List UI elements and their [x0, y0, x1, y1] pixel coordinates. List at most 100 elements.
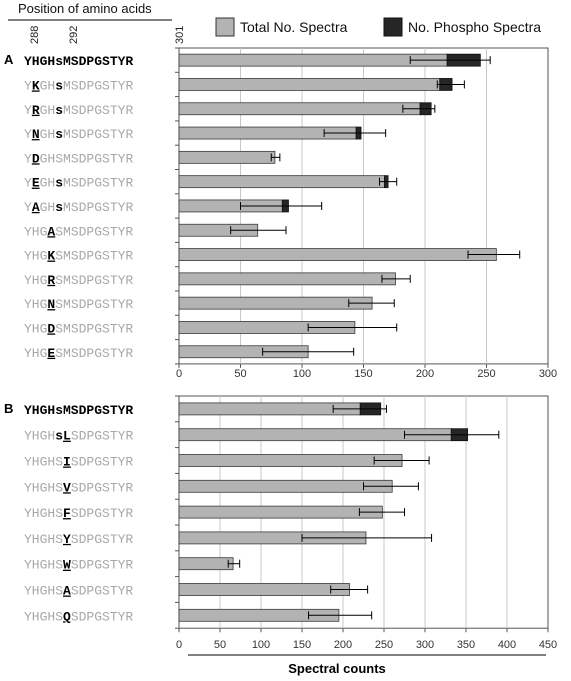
sequence-segment: YHG — [24, 273, 47, 288]
sequence-label: YHGHSWSDPGSTYR — [24, 558, 133, 573]
position-301-label: 301 — [174, 26, 186, 44]
sequence-label: YHGESMSDPGSTYR — [24, 346, 133, 361]
sequence-segment: Y — [24, 127, 32, 142]
sequence-label: YHGNSMSDPGSTYR — [24, 297, 133, 312]
sequence-segment: MSDPGSTYR — [63, 200, 133, 215]
mutated-residue: K — [32, 78, 40, 93]
sequence-label: YHGASMSDPGSTYR — [24, 224, 133, 239]
sequence-segment: GH — [40, 78, 56, 93]
sequence-segment: SDPGSTYR — [71, 609, 134, 624]
mutated-residue: A — [47, 224, 55, 239]
mutated-residue: R — [47, 273, 55, 288]
sequence-segment: s — [55, 103, 63, 118]
sequence-segment: SDPGSTYR — [71, 532, 134, 547]
sequence-label: YHGHsLSDPGSTYR — [24, 429, 133, 444]
sequence-segment: s — [55, 429, 63, 444]
sequence-segment: YHG — [24, 249, 47, 264]
sequence-segment: SMSDPGSTYR — [55, 321, 133, 336]
mutated-residue: V — [63, 480, 71, 495]
sequence-segment: SDPGSTYR — [71, 558, 134, 573]
x-tick-label: 0 — [176, 639, 182, 651]
sequence-segment: SDPGSTYR — [71, 506, 134, 521]
sequence-segment: Y — [24, 78, 32, 93]
mutated-residue: Y — [63, 532, 71, 547]
sequence-label: YHGHSASDPGSTYR — [24, 584, 133, 599]
mutated-residue: L — [63, 429, 71, 444]
sequence-segment: Y — [24, 200, 32, 215]
panel-label: B — [4, 401, 13, 416]
sequence-segment: MSDPGSTYR — [63, 103, 133, 118]
legend-phospho-label: No. Phospho Spectra — [408, 19, 541, 35]
mutated-residue: E — [47, 346, 55, 361]
sequence-segment: YHGHS — [24, 558, 63, 573]
position-292-label: 292 — [68, 26, 80, 44]
sequence-segment: YHGHsMSDPGSTYR — [24, 403, 133, 418]
sequence-segment: YHGHS — [24, 609, 63, 624]
sequence-segment: YHGHS — [24, 480, 63, 495]
sequence-label: YHGHSISDPGSTYR — [24, 455, 133, 470]
sequence-label: YHGHSVSDPGSTYR — [24, 480, 133, 495]
sequence-segment: SDPGSTYR — [71, 429, 134, 444]
x-tick-label: 250 — [477, 368, 495, 380]
sequence-label: YHGDSMSDPGSTYR — [24, 321, 133, 336]
sequence-segment: s — [55, 176, 63, 191]
sequence-segment: YHG — [24, 346, 47, 361]
sequence-segment: s — [55, 127, 63, 142]
sequence-label: YEGHsMSDPGSTYR — [24, 176, 133, 191]
sequence-segment: YHGH — [24, 429, 55, 444]
total-spectra-bar — [178, 78, 441, 91]
sequence-segment: GH — [40, 103, 56, 118]
x-tick-label: 300 — [539, 368, 557, 380]
x-tick-label: 50 — [234, 368, 246, 380]
mutated-residue: A — [32, 200, 40, 215]
mutated-residue: N — [32, 127, 40, 142]
x-tick-label: 350 — [457, 639, 475, 651]
sequence-segment: YHGHS — [24, 584, 63, 599]
sequence-segment: s — [55, 200, 63, 215]
sequence-segment: MSDPGSTYR — [63, 176, 133, 191]
panel-b: 0 50 100 150 200 250 300 350 400 450 B YHGHsMSDPGST… — [4, 395, 557, 651]
total-spectra-bar — [178, 248, 497, 261]
x-tick-label: 200 — [334, 639, 352, 651]
x-tick-label: 0 — [176, 368, 182, 380]
sequence-label: YHGHSQSDPGSTYR — [24, 609, 133, 624]
sequence-segment: Y — [24, 151, 32, 166]
total-spectra-bar — [178, 505, 383, 519]
legend-total-label: Total No. Spectra — [240, 19, 348, 35]
mutated-residue: F — [63, 506, 71, 521]
mutated-residue: N — [47, 297, 55, 312]
sequence-label: YHGRSMSDPGSTYR — [24, 273, 133, 288]
panel-label: A — [4, 52, 14, 67]
sequence-segment: SDPGSTYR — [71, 455, 134, 470]
sequence-segment: YHGHsMSDPGSTYR — [24, 54, 133, 69]
mutated-residue: R — [32, 103, 40, 118]
total-spectra-bar — [178, 296, 373, 310]
sequence-segment: SMSDPGSTYR — [55, 297, 133, 312]
total-spectra-bar — [178, 557, 234, 571]
mutated-residue: D — [32, 151, 40, 166]
total-spectra-bar — [178, 272, 396, 286]
total-spectra-bar — [178, 175, 385, 189]
total-spectra-bar — [178, 53, 448, 67]
x-tick-label: 100 — [252, 639, 270, 651]
sequence-label: YHGKSMSDPGSTYR — [24, 249, 133, 264]
sequence-segment: SMSDPGSTYR — [55, 273, 133, 288]
sequence-label: YKGHsMSDPGSTYR — [24, 78, 133, 93]
x-tick-label: 100 — [293, 368, 311, 380]
x-tick-label: 150 — [354, 368, 372, 380]
mutated-residue: Q — [63, 609, 71, 624]
x-tick-label: 50 — [214, 639, 226, 651]
sequence-segment: SMSDPGSTYR — [55, 249, 133, 264]
sequence-segment: YHGHS — [24, 532, 63, 547]
sequence-segment: GH — [40, 127, 56, 142]
sequence-segment: YHGHS — [24, 455, 63, 470]
sequence-label: YHGHSFSDPGSTYR — [24, 506, 133, 521]
total-spectra-bar — [178, 479, 393, 493]
sequence-label: YAGHsMSDPGSTYR — [24, 200, 133, 215]
x-tick-label: 250 — [375, 639, 393, 651]
sequence-segment: YHG — [24, 321, 47, 336]
sequence-label: YHGHsMSDPGSTYR — [24, 54, 133, 69]
sequence-label: YHGHsMSDPGSTYR — [24, 403, 133, 418]
total-spectra-bar — [178, 583, 350, 596]
